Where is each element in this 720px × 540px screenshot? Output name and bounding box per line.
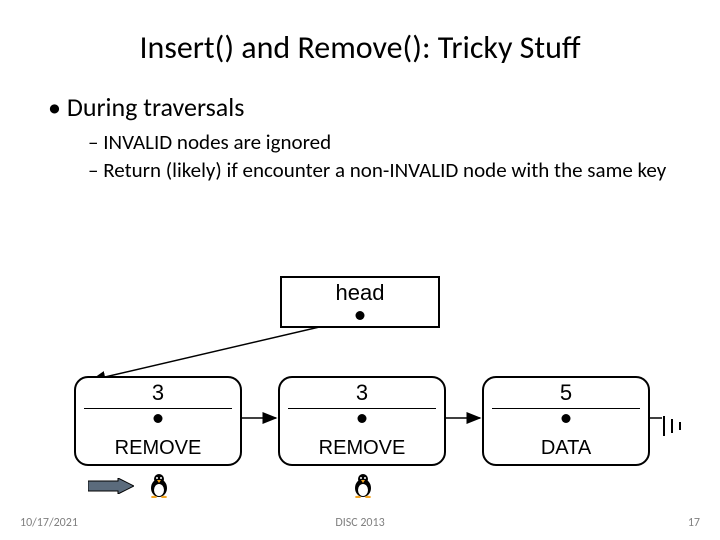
null-terminator-icon <box>660 412 694 440</box>
node-tag: DATA <box>484 437 648 460</box>
node-pointer-dot <box>154 414 163 423</box>
footer-venue: DISC 2013 <box>335 516 384 530</box>
node-value: 3 <box>76 380 240 406</box>
node-divider <box>492 408 640 409</box>
linked-list-diagram: head 3 REMOVE 3 REMOVE 5 DATA <box>0 276 720 486</box>
node-value: 3 <box>280 380 444 406</box>
bullet-list: During traversals INVALID nodes are igno… <box>0 67 720 184</box>
bullet-level2-b: Return (likely) if encounter a non-INVAL… <box>48 157 672 183</box>
head-node: head <box>280 276 440 328</box>
node-divider <box>288 408 436 409</box>
bullet-level2-a: INVALID nodes are ignored <box>48 129 672 155</box>
tux-penguin-icon <box>148 472 170 498</box>
footer-page-number: 17 <box>688 516 700 530</box>
slide-title: Insert() and Remove(): Tricky Stuff <box>0 0 720 67</box>
footer-date: 10/17/2021 <box>20 516 78 530</box>
node-divider <box>84 408 232 409</box>
tux-penguin-icon <box>352 472 374 498</box>
node-value: 5 <box>484 380 648 406</box>
list-node-1: 3 REMOVE <box>74 376 242 466</box>
list-node-3: 5 DATA <box>482 376 650 466</box>
node-tag: REMOVE <box>76 437 240 460</box>
head-label: head <box>282 280 438 306</box>
bullet-level1: During traversals <box>48 91 672 123</box>
node-tag: REMOVE <box>280 437 444 460</box>
list-node-2: 3 REMOVE <box>278 376 446 466</box>
node-pointer-dot <box>562 414 571 423</box>
head-pointer-dot <box>356 311 365 320</box>
node-pointer-dot <box>358 414 367 423</box>
pointer-arrow-icon <box>88 478 134 494</box>
